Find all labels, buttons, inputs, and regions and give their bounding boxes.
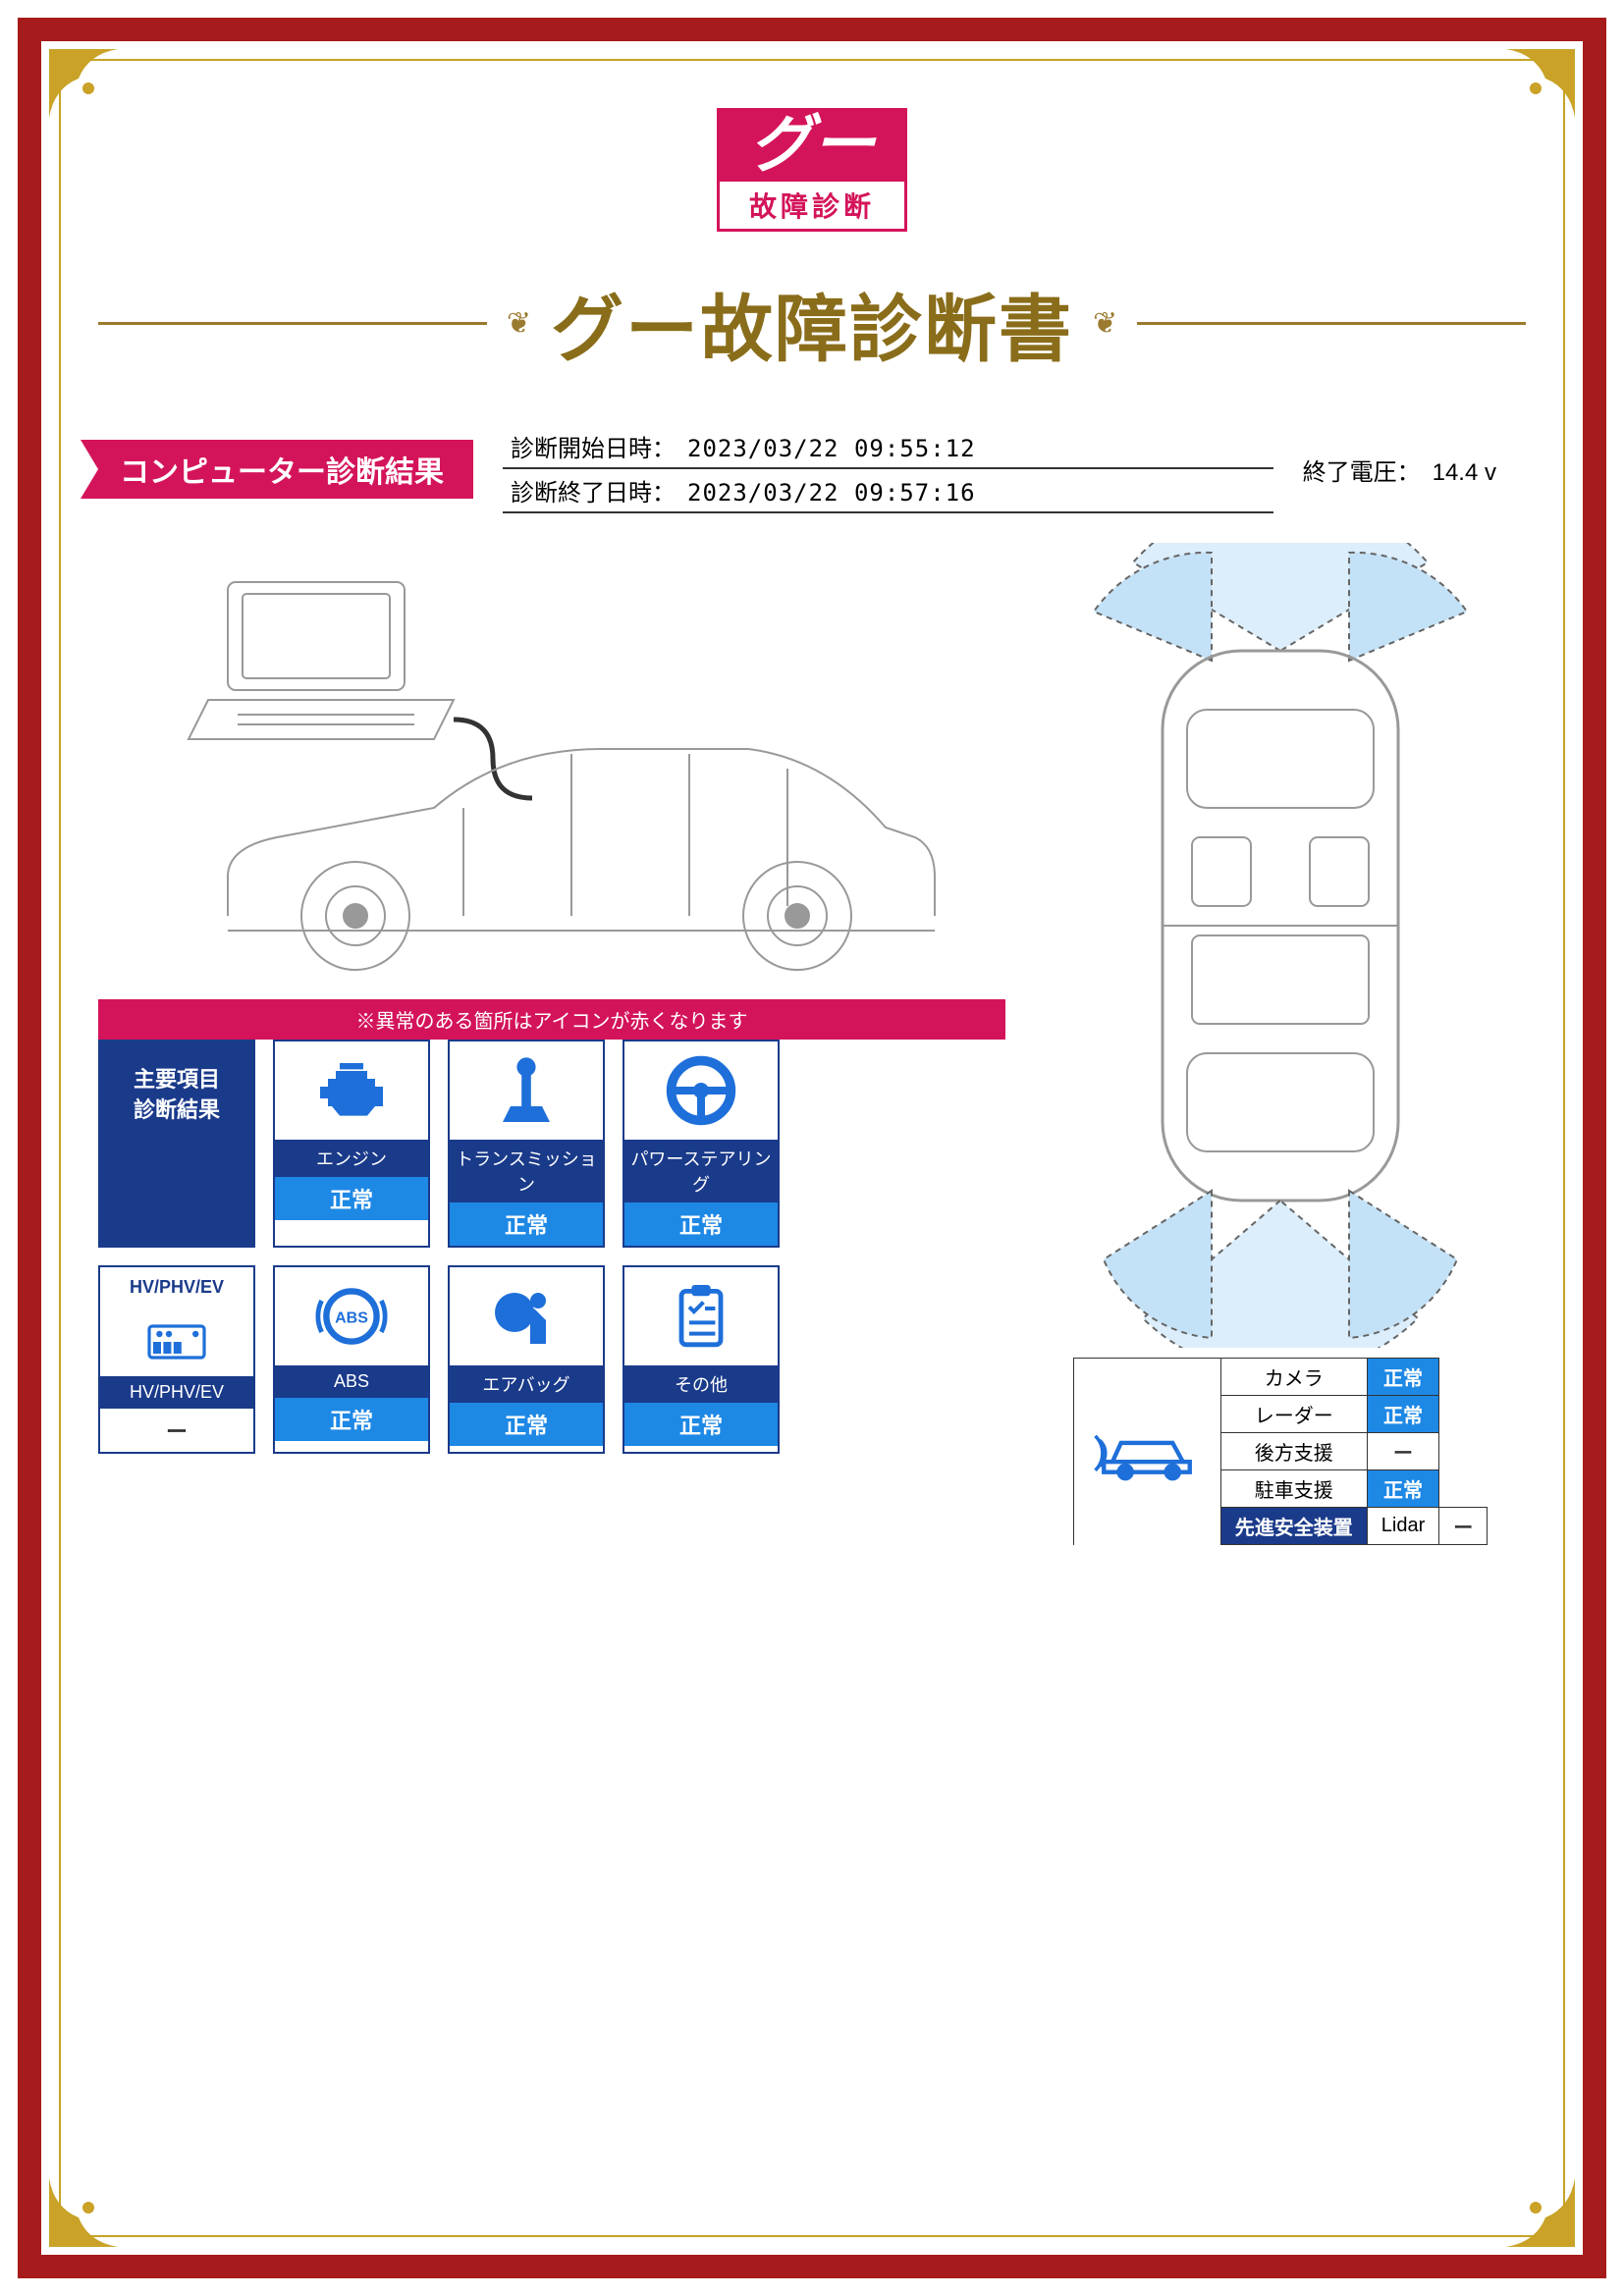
safety-row-status: ー [1367,1433,1438,1470]
diag-start-value: 2023/03/22 09:55:12 [687,435,976,462]
engine-icon [275,1041,428,1140]
card-top-label: HV/PHV/EV [100,1267,253,1308]
diag-card-abs: ABS ABS 正常 [273,1265,430,1454]
diag-start-label: 診断開始日時： [511,429,676,463]
document-title: グー故障診断書 [551,271,1073,376]
card-label: パワーステアリング [624,1140,778,1202]
safety-table-header: 先進安全装置 [1220,1508,1367,1545]
clipboard-icon [624,1267,778,1365]
voltage-row: 終了電圧： 14.4 v [1303,453,1526,487]
safety-car-icon [1073,1359,1220,1545]
card-label: エアバッグ [450,1365,603,1403]
diag-card-hv: HV/PHV/EV HV/PHV/EV ー [98,1265,255,1454]
card-status: 正常 [624,1202,778,1246]
brand-name: グー [720,111,904,182]
card-label: エンジン [275,1140,428,1177]
diag-start-row: 診断開始日時： 2023/03/22 09:55:12 [503,425,1273,469]
svg-text:ABS: ABS [335,1309,368,1326]
safety-row-status: ー [1439,1508,1488,1545]
card-status: 正常 [275,1177,428,1220]
safety-row-name: カメラ [1220,1359,1367,1396]
flourish-icon: ❦ [507,306,531,341]
title-rule-right [1137,322,1526,325]
safety-row-name: Lidar [1367,1508,1438,1545]
brand-logo: グー 故障診断 [98,108,1526,232]
safety-row-status: 正常 [1367,1396,1438,1433]
title-rule-left [98,322,487,325]
safety-row-status: 正常 [1367,1470,1438,1508]
card-label: ABS [275,1365,428,1398]
safety-row-status: 正常 [1367,1359,1438,1396]
car-side-diagram-icon [98,543,1005,975]
steering-icon [624,1041,778,1140]
diag-end-label: 診断終了日時： [511,473,676,507]
safety-row-name: 駐車支援 [1220,1470,1367,1508]
card-status: ー [100,1409,253,1452]
brand-subtext: 故障診断 [720,182,904,229]
card-status: 正常 [275,1398,428,1441]
card-label: トランスミッション [450,1140,603,1202]
card-status: 正常 [450,1202,603,1246]
safety-row-name: レーダー [1220,1396,1367,1433]
diag-card-other: その他 正常 [623,1265,780,1454]
card-label: HV/PHV/EV [100,1376,253,1409]
card-status: 正常 [624,1403,778,1446]
battery-icon [100,1308,253,1376]
voltage-label: 終了電圧： [1303,453,1421,487]
document-title-row: ❦ グー故障診断書 ❦ [98,271,1526,376]
diag-card-airbag: エアバッグ 正常 [448,1265,605,1454]
flourish-icon: ❦ [1093,306,1117,341]
transmission-icon [450,1041,603,1140]
warning-banner: ※異常のある箇所はアイコンが赤くなります [98,999,1005,1040]
diag-card-engine: エンジン 正常 [273,1040,430,1248]
card-status: 正常 [450,1403,603,1446]
abs-icon: ABS [275,1267,428,1365]
section-heading: コンピューター診断結果 [81,440,473,499]
voltage-value: 14.4 v [1433,459,1496,487]
diag-card-steering: パワーステアリング 正常 [623,1040,780,1248]
safety-row-name: 後方支援 [1220,1433,1367,1470]
diag-end-value: 2023/03/22 09:57:16 [687,479,976,507]
main-results-card: 主要項目診断結果 [98,1040,255,1248]
car-top-diagram-icon [1035,543,1526,1348]
diag-card-transmission: トランスミッション 正常 [448,1040,605,1248]
diag-end-row: 診断終了日時： 2023/03/22 09:57:16 [503,469,1273,513]
airbag-icon [450,1267,603,1365]
main-results-header: 主要項目診断結果 [100,1041,253,1246]
safety-equipment-table: カメラ 正常 レーダー正常 後方支援ー 駐車支援正常 先進安全装置 Lidarー [1073,1358,1488,1545]
card-label: その他 [624,1365,778,1403]
